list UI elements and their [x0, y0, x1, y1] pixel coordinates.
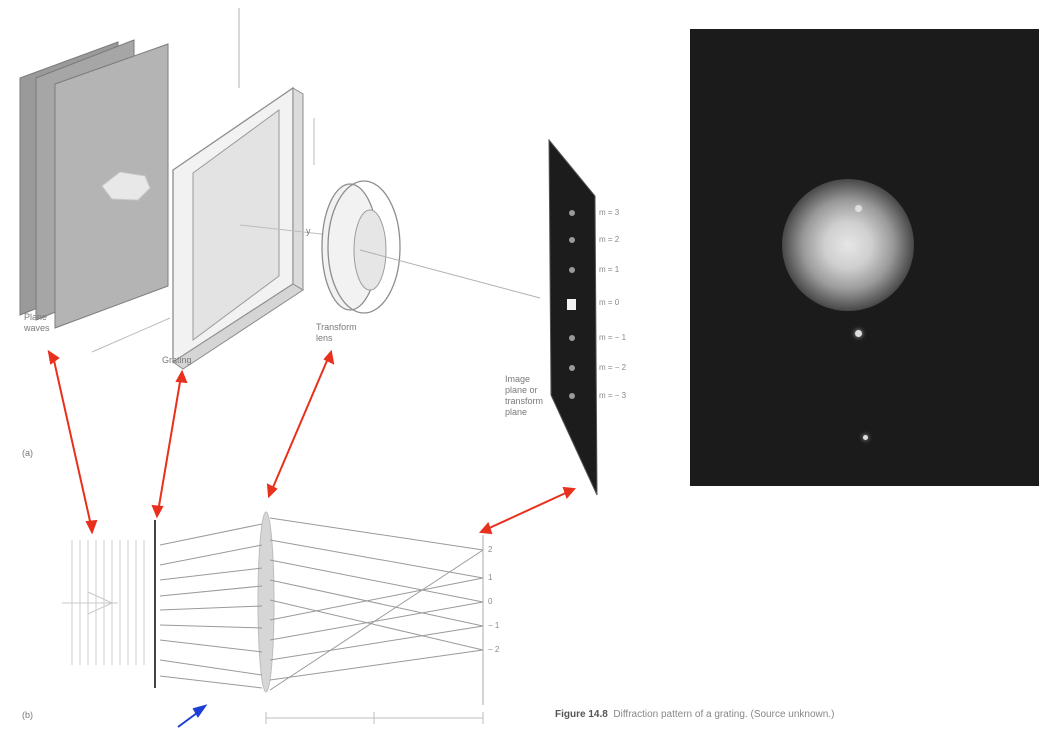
order-label-mneg3: m = − 3: [599, 391, 627, 400]
bottom-order-neg2: − 2: [488, 645, 500, 654]
bottom-ray-diagram: [62, 511, 484, 724]
axis-y-label: y: [306, 226, 311, 236]
caption-text: Diffraction pattern of a grating. (Sourc…: [613, 709, 835, 720]
image-plane-label: Image plane or transform plane: [505, 374, 544, 417]
grating-label: Grating: [162, 355, 192, 365]
plane-waves-sheets: [19, 39, 169, 329]
plane-waves-label: Plane waves: [24, 312, 50, 333]
bottom-order-neg1: − 1: [488, 621, 500, 630]
order-label-m1: m = 1: [599, 265, 620, 274]
order-label-m0: m = 0: [599, 298, 620, 307]
bottom-order-1: 1: [488, 573, 493, 582]
diffraction-order-dot-upper: [855, 205, 862, 212]
image-plane: [548, 138, 598, 496]
grating-frame: [172, 86, 331, 370]
red-arrows: [47, 349, 577, 535]
bottom-order-0: 0: [488, 597, 493, 606]
central-diffraction-spot: [782, 179, 914, 311]
transform-lens-label: Transform lens: [316, 322, 357, 343]
order-label-mneg1: m = − 1: [599, 333, 627, 342]
subfigure-b-label: (b): [22, 710, 33, 720]
subfigure-a-label: (a): [22, 448, 33, 458]
figure-caption: Figure 14.8 Diffraction pattern of a gra…: [555, 709, 834, 720]
bottom-order-2: 2: [488, 545, 493, 554]
order-label-m3: m = 3: [599, 208, 620, 217]
blue-arrow: [177, 704, 208, 728]
figure-number: Figure 14.8: [555, 709, 608, 720]
diffraction-order-dot-far: [863, 435, 868, 440]
order-label-mneg2: m = − 2: [599, 363, 627, 372]
order-label-m2: m = 2: [599, 235, 620, 244]
transform-lens: [321, 180, 541, 314]
diffraction-photo: [690, 29, 1039, 486]
diffraction-order-dot-lower: [855, 330, 862, 337]
